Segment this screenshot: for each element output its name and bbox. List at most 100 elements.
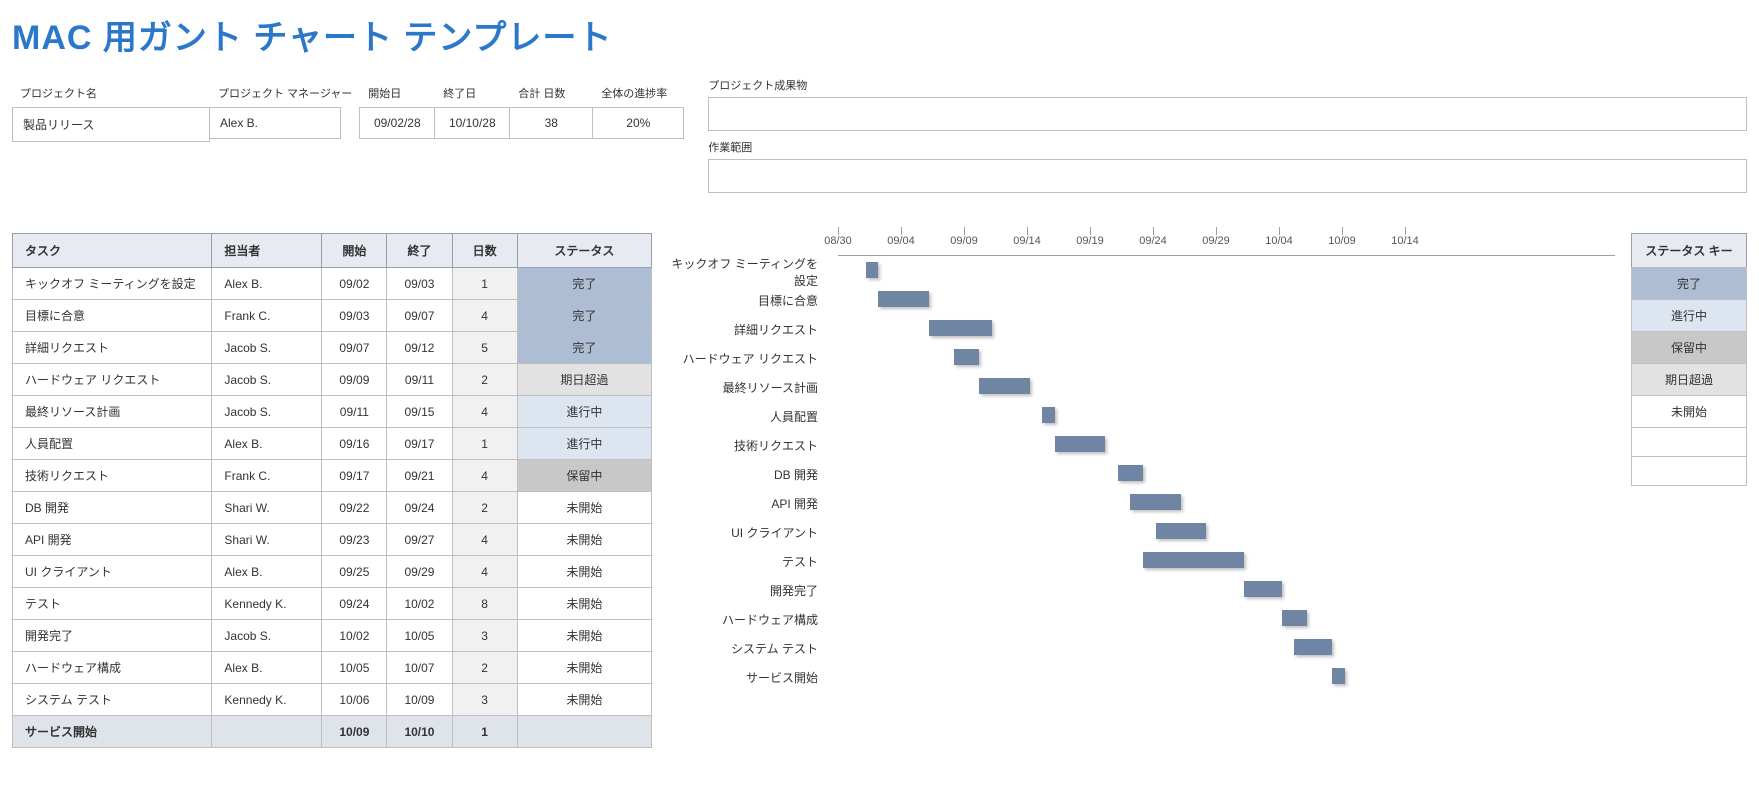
task-row[interactable]: API 開発Shari W.09/2309/274未開始 — [13, 524, 652, 556]
owner-cell[interactable]: Alex B. — [212, 556, 322, 588]
start-cell[interactable]: 09/17 — [322, 460, 387, 492]
task-cell[interactable]: DB 開発 — [13, 492, 212, 524]
task-row[interactable]: 目標に合意Frank C.09/0309/074完了 — [13, 300, 652, 332]
end-cell[interactable]: 09/24 — [387, 492, 452, 524]
days-cell[interactable]: 4 — [452, 396, 517, 428]
days-cell[interactable]: 8 — [452, 588, 517, 620]
days-cell[interactable]: 2 — [452, 652, 517, 684]
start-cell[interactable]: 09/24 — [322, 588, 387, 620]
days-cell[interactable]: 3 — [452, 684, 517, 716]
end-cell[interactable]: 10/10 — [387, 716, 452, 748]
days-cell[interactable]: 3 — [452, 620, 517, 652]
days-cell[interactable]: 5 — [452, 332, 517, 364]
status-cell[interactable] — [517, 716, 651, 748]
owner-cell[interactable]: Frank C. — [212, 300, 322, 332]
status-cell[interactable]: 未開始 — [517, 492, 651, 524]
start-cell[interactable]: 09/23 — [322, 524, 387, 556]
task-row[interactable]: 最終リソース計画Jacob S.09/1109/154進行中 — [13, 396, 652, 428]
start-cell[interactable]: 09/09 — [322, 364, 387, 396]
end-cell[interactable]: 10/05 — [387, 620, 452, 652]
gantt-bar[interactable] — [1143, 552, 1244, 568]
task-cell[interactable]: 目標に合意 — [13, 300, 212, 332]
days-cell[interactable]: 4 — [452, 556, 517, 588]
task-cell[interactable]: ハードウェア構成 — [13, 652, 212, 684]
start-cell[interactable]: 09/22 — [322, 492, 387, 524]
end-cell[interactable]: 09/21 — [387, 460, 452, 492]
gantt-bar[interactable] — [1130, 494, 1180, 510]
owner-cell[interactable]: Alex B. — [212, 428, 322, 460]
end-cell[interactable]: 09/27 — [387, 524, 452, 556]
end-cell[interactable]: 09/11 — [387, 364, 452, 396]
project-manager-value[interactable]: Alex B. — [209, 107, 341, 139]
days-cell[interactable]: 1 — [452, 716, 517, 748]
start-cell[interactable]: 09/11 — [322, 396, 387, 428]
status-cell[interactable]: 未開始 — [517, 620, 651, 652]
end-cell[interactable]: 10/07 — [387, 652, 452, 684]
task-row[interactable]: UI クライアントAlex B.09/2509/294未開始 — [13, 556, 652, 588]
task-row[interactable]: 詳細リクエストJacob S.09/0709/125完了 — [13, 332, 652, 364]
start-cell[interactable]: 09/07 — [322, 332, 387, 364]
owner-cell[interactable]: Jacob S. — [212, 332, 322, 364]
gantt-bar[interactable] — [1042, 407, 1055, 423]
owner-cell[interactable]: Jacob S. — [212, 364, 322, 396]
owner-cell[interactable]: Kennedy K. — [212, 684, 322, 716]
gantt-bar[interactable] — [1294, 639, 1332, 655]
status-cell[interactable]: 未開始 — [517, 652, 651, 684]
task-cell[interactable]: UI クライアント — [13, 556, 212, 588]
task-cell[interactable]: 最終リソース計画 — [13, 396, 212, 428]
days-cell[interactable]: 2 — [452, 364, 517, 396]
status-cell[interactable]: 完了 — [517, 300, 651, 332]
task-cell[interactable]: キックオフ ミーティングを設定 — [13, 268, 212, 300]
status-cell[interactable]: 未開始 — [517, 524, 651, 556]
start-cell[interactable]: 09/25 — [322, 556, 387, 588]
days-cell[interactable]: 4 — [452, 460, 517, 492]
task-cell[interactable]: テスト — [13, 588, 212, 620]
owner-cell[interactable]: Kennedy K. — [212, 588, 322, 620]
deliverable-input[interactable] — [708, 97, 1747, 131]
task-cell[interactable]: システム テスト — [13, 684, 212, 716]
gantt-bar[interactable] — [954, 349, 979, 365]
start-cell[interactable]: 10/06 — [322, 684, 387, 716]
start-cell[interactable]: 09/02 — [322, 268, 387, 300]
status-cell[interactable]: 進行中 — [517, 428, 651, 460]
start-date-value[interactable]: 09/02/28 — [359, 107, 435, 139]
scope-input[interactable] — [708, 159, 1747, 193]
status-cell[interactable]: 保留中 — [517, 460, 651, 492]
project-name-value[interactable]: 製品リリース — [12, 107, 210, 142]
status-cell[interactable]: 未開始 — [517, 588, 651, 620]
task-row[interactable]: 開発完了Jacob S.10/0210/053未開始 — [13, 620, 652, 652]
task-row[interactable]: システム テストKennedy K.10/0610/093未開始 — [13, 684, 652, 716]
end-cell[interactable]: 09/29 — [387, 556, 452, 588]
gantt-bar[interactable] — [878, 291, 928, 307]
start-cell[interactable]: 09/16 — [322, 428, 387, 460]
owner-cell[interactable]: Frank C. — [212, 460, 322, 492]
task-cell[interactable]: ハードウェア リクエスト — [13, 364, 212, 396]
gantt-bar[interactable] — [866, 262, 879, 278]
start-cell[interactable]: 10/09 — [322, 716, 387, 748]
gantt-bar[interactable] — [929, 320, 992, 336]
days-cell[interactable]: 1 — [452, 268, 517, 300]
task-cell[interactable]: API 開発 — [13, 524, 212, 556]
days-cell[interactable]: 4 — [452, 300, 517, 332]
gantt-bar[interactable] — [1055, 436, 1105, 452]
task-row[interactable]: DB 開発Shari W.09/2209/242未開始 — [13, 492, 652, 524]
start-cell[interactable]: 10/05 — [322, 652, 387, 684]
task-row[interactable]: サービス開始 10/0910/101 — [13, 716, 652, 748]
end-cell[interactable]: 09/17 — [387, 428, 452, 460]
gantt-bar[interactable] — [979, 378, 1029, 394]
days-cell[interactable]: 4 — [452, 524, 517, 556]
end-cell[interactable]: 09/12 — [387, 332, 452, 364]
end-cell[interactable]: 10/02 — [387, 588, 452, 620]
task-row[interactable]: ハードウェア構成Alex B.10/0510/072未開始 — [13, 652, 652, 684]
status-cell[interactable]: 完了 — [517, 268, 651, 300]
end-cell[interactable]: 09/03 — [387, 268, 452, 300]
task-cell[interactable]: 詳細リクエスト — [13, 332, 212, 364]
task-cell[interactable]: サービス開始 — [13, 716, 212, 748]
start-cell[interactable]: 09/03 — [322, 300, 387, 332]
start-cell[interactable]: 10/02 — [322, 620, 387, 652]
gantt-bar[interactable] — [1156, 523, 1206, 539]
owner-cell[interactable]: Alex B. — [212, 268, 322, 300]
status-cell[interactable]: 期日超過 — [517, 364, 651, 396]
task-cell[interactable]: 開発完了 — [13, 620, 212, 652]
days-cell[interactable]: 1 — [452, 428, 517, 460]
